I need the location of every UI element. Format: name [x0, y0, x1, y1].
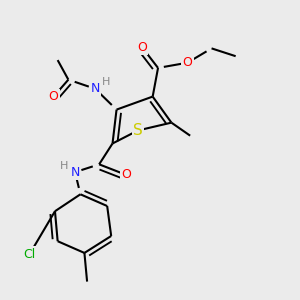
- Text: Cl: Cl: [23, 248, 36, 261]
- Text: H: H: [102, 77, 110, 87]
- Text: O: O: [182, 56, 192, 69]
- Text: O: O: [121, 168, 131, 181]
- Text: N: N: [90, 82, 100, 95]
- Text: H: H: [60, 160, 68, 171]
- Text: O: O: [137, 40, 147, 54]
- Text: S: S: [133, 123, 143, 138]
- Text: O: O: [49, 90, 58, 103]
- Text: N: N: [70, 166, 80, 178]
